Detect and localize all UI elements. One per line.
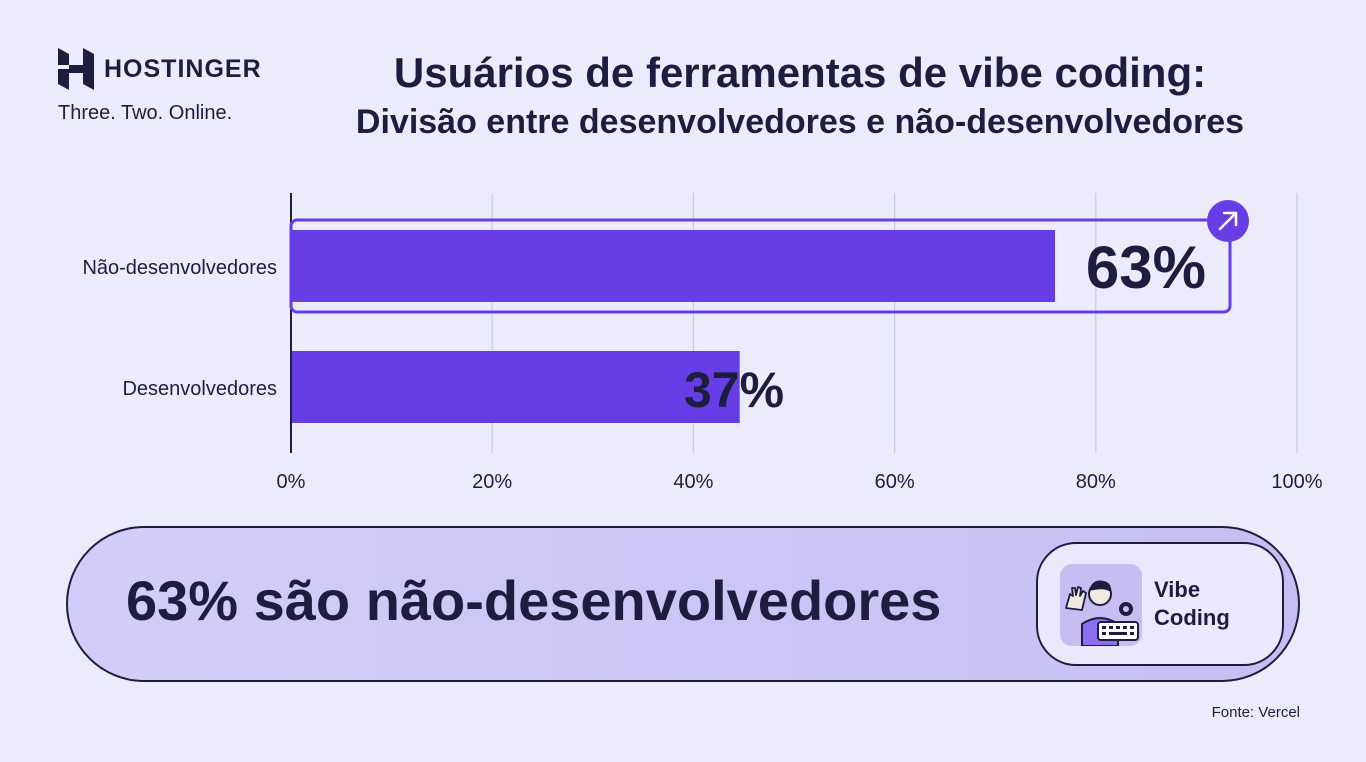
category-label: Desenvolvedores bbox=[122, 378, 277, 400]
badge-label: Vibe Coding bbox=[1154, 576, 1230, 632]
x-tick-label: 60% bbox=[875, 471, 915, 493]
bar bbox=[292, 351, 740, 423]
data-label: 37% bbox=[684, 362, 784, 418]
bar bbox=[292, 230, 1055, 302]
callout-text: 63% são não-desenvolvedores bbox=[126, 569, 942, 632]
data-label: 63% bbox=[1086, 234, 1206, 301]
callout-pill: 63% são não-desenvolvedores bbox=[66, 526, 1300, 682]
bar-chart: 0% 20% 40% 60% 80% 100% Não-desenvolvedores 63%… bbox=[82, 193, 1323, 493]
arrow-up-right-icon bbox=[1218, 211, 1238, 231]
brand-name: HOSTINGER bbox=[104, 54, 262, 83]
badge-line-2: Coding bbox=[1154, 605, 1230, 630]
source-note: Fonte: Vercel bbox=[1211, 704, 1300, 721]
highlight-outline bbox=[289, 218, 1232, 314]
x-tick-label: 20% bbox=[472, 471, 512, 493]
badge-line-1: Vibe bbox=[1154, 577, 1201, 602]
chart-title: Usuários de ferramentas de vibe coding: bbox=[393, 49, 1207, 96]
x-tick-label: 0% bbox=[277, 471, 306, 493]
hostinger-logo-icon bbox=[58, 48, 94, 90]
vibe-coding-badge: Vibe Coding bbox=[1036, 542, 1284, 666]
chart-subtitle: Divisão entre desenvolvedores e não-dese… bbox=[355, 103, 1245, 141]
person-waving-with-keyboard-and-gear-icon bbox=[1060, 564, 1142, 647]
x-tick-label: 80% bbox=[1076, 471, 1116, 493]
x-tick-label: 100% bbox=[1271, 471, 1322, 493]
category-label: Não-desenvolvedores bbox=[82, 257, 277, 279]
brand-tagline: Three. Two. Online. bbox=[58, 102, 233, 124]
hostinger-logo: HOSTINGER Three. Two. Online. bbox=[58, 48, 262, 125]
x-tick-label: 40% bbox=[673, 471, 713, 493]
title-block: Usuários de ferramentas de vibe coding: … bbox=[280, 48, 1320, 144]
